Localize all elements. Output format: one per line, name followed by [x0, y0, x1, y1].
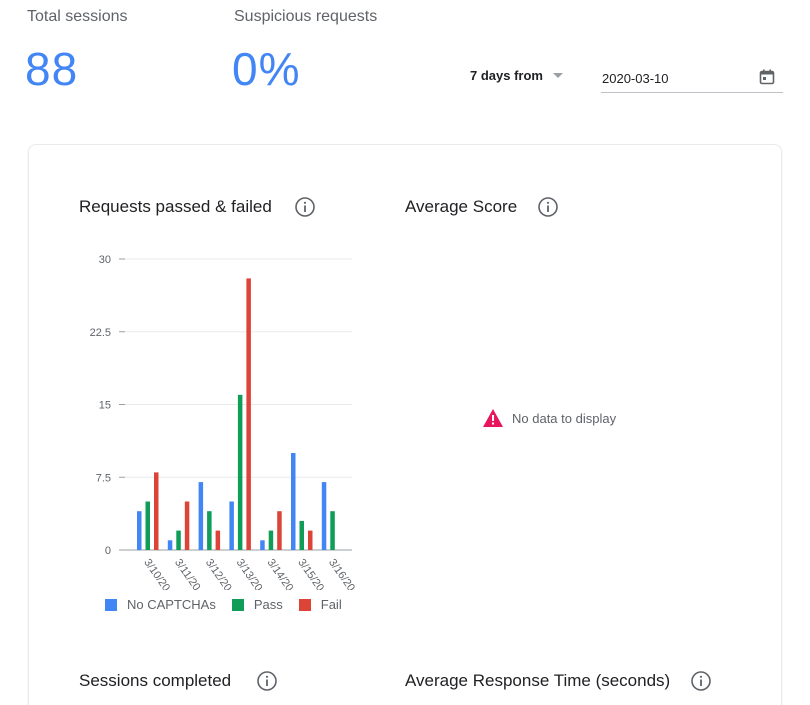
- y-tick-label: 0: [105, 545, 111, 557]
- bar: [299, 520, 304, 550]
- info-icon[interactable]: [294, 196, 316, 218]
- caret-down-icon: [552, 73, 563, 78]
- bar: [246, 278, 251, 550]
- legend-swatch: [105, 598, 117, 611]
- warning-icon: [483, 409, 503, 427]
- total-sessions-value: 88: [25, 43, 79, 95]
- bar: [198, 482, 204, 550]
- info-icon[interactable]: [256, 670, 278, 692]
- y-tick-label: 30: [99, 254, 111, 266]
- range-dropdown[interactable]: 7 days from: [470, 68, 563, 83]
- requests-bar-chart: 0 7.5 15 22.5 30 3/10/20 3/11/20 3/12/20 3/13/20…: [90, 254, 357, 590]
- bar: [184, 501, 190, 550]
- legend-item-fail[interactable]: Fail: [298, 597, 342, 612]
- charts-card: [28, 144, 782, 705]
- range-dropdown-label: 7 days from: [470, 68, 543, 83]
- bar: [321, 482, 327, 550]
- suspicious-requests-label: Suspicious requests: [234, 8, 378, 25]
- info-icon[interactable]: [690, 670, 712, 692]
- bar: [291, 453, 296, 550]
- legend-label: Fail: [320, 597, 342, 612]
- legend-swatch: [298, 598, 311, 611]
- average-response-time-title: Average Response Time (seconds): [405, 671, 671, 690]
- legend-swatch: [231, 598, 244, 611]
- y-tick-label: 22.5: [90, 327, 111, 339]
- bar: [308, 530, 313, 550]
- legend-item-no-captchas[interactable]: No CAPTCHAs: [105, 597, 216, 612]
- total-sessions-label: Total sessions: [27, 8, 128, 25]
- chart-legend: No CAPTCHAs Pass Fail: [105, 597, 358, 612]
- x-tick-label: 3/12/20: [203, 557, 234, 590]
- start-date-field[interactable]: 2020-03-10: [601, 62, 783, 93]
- bar: [268, 530, 274, 550]
- x-tick-label: 3/14/20: [264, 557, 295, 590]
- calendar-icon[interactable]: [759, 69, 775, 85]
- x-tick-label: 3/11/20: [172, 557, 202, 590]
- average-score-title: Average Score: [405, 197, 518, 216]
- bar: [260, 540, 265, 550]
- legend-label: Pass: [253, 597, 283, 612]
- y-tick-label: 15: [99, 400, 111, 412]
- bar: [145, 501, 150, 550]
- no-data-text: No data to display: [512, 410, 617, 426]
- y-tick-label: 7.5: [96, 472, 111, 484]
- bar: [167, 540, 173, 550]
- x-tick-label: 3/15/20: [295, 557, 326, 590]
- requests-chart-title: Requests passed & failed: [79, 197, 272, 216]
- bar: [229, 501, 234, 550]
- suspicious-requests-value: 0%: [232, 43, 301, 95]
- bar: [277, 511, 282, 550]
- sessions-completed-title: Sessions completed: [79, 671, 232, 690]
- bar: [176, 530, 181, 550]
- legend-label: No CAPTCHAs: [127, 597, 216, 612]
- bar: [154, 472, 159, 550]
- legend-item-pass[interactable]: Pass: [231, 597, 283, 612]
- start-date-value[interactable]: 2020-03-10: [602, 71, 669, 86]
- bar: [207, 511, 212, 550]
- x-tick-label: 3/10/20: [141, 557, 172, 590]
- bar: [330, 511, 335, 550]
- info-icon[interactable]: [537, 196, 559, 218]
- bar: [137, 511, 142, 550]
- x-tick-label: 3/13/20: [234, 557, 265, 590]
- bar: [215, 530, 221, 550]
- x-tick-label: 3/16/20: [326, 557, 357, 590]
- bar: [237, 394, 243, 550]
- no-data-message: No data to display: [482, 408, 616, 428]
